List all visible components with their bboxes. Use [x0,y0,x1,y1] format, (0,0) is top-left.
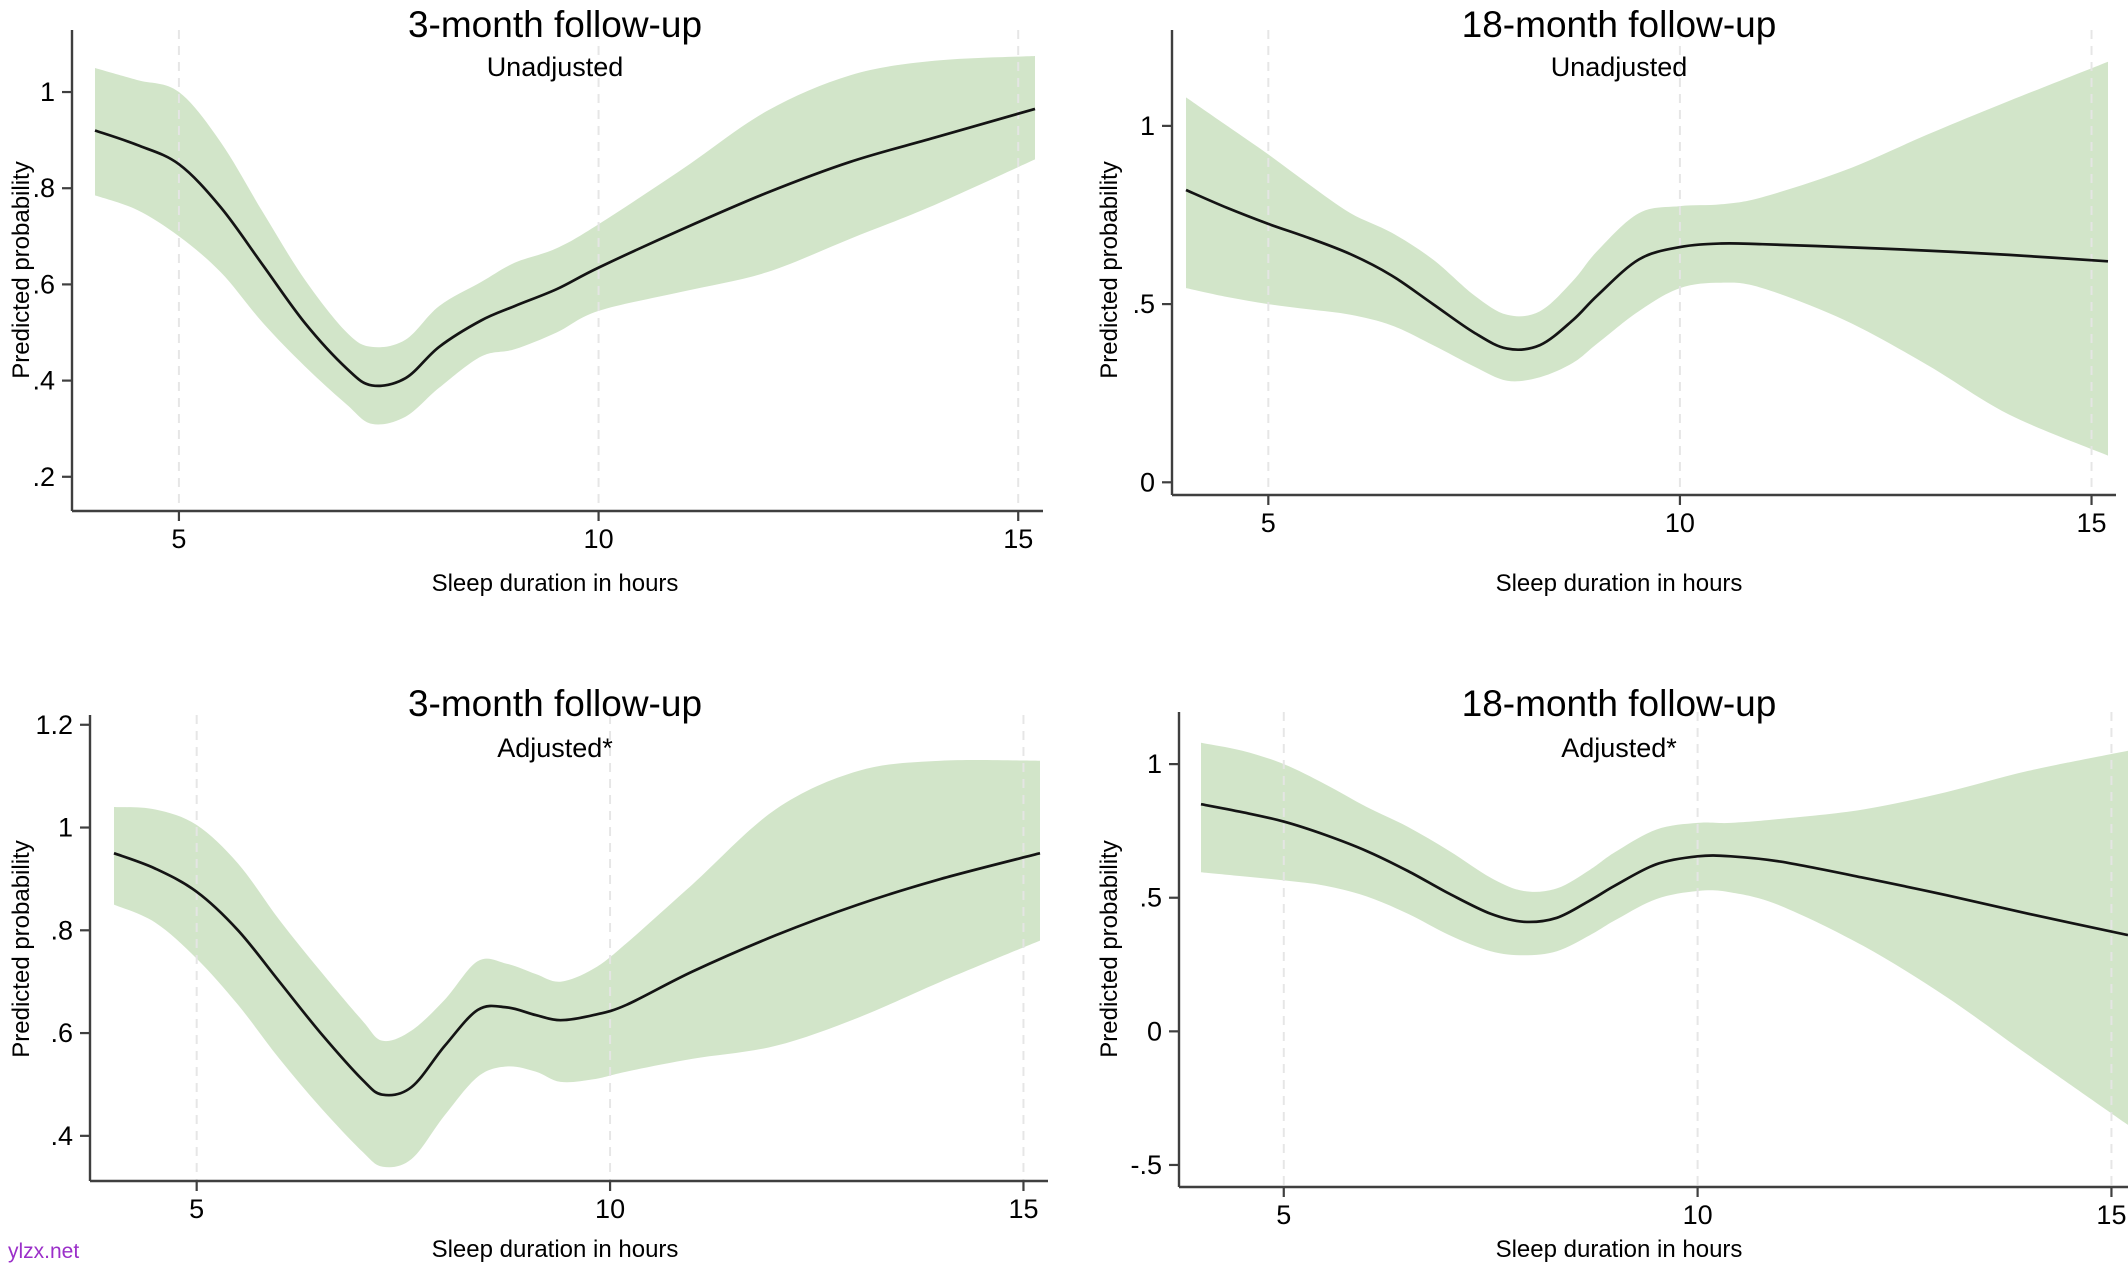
y-tick-label-.6: .6 [32,269,55,299]
mean-curve [94,107,1036,388]
y-tick-label--.5: -.5 [1130,1150,1162,1180]
y-tick-label-.8: .8 [32,173,55,203]
x-tick-label-15: 15 [1008,1194,1038,1224]
x-tick-label-10: 10 [1683,1200,1713,1230]
x-tick-label-10: 10 [595,1194,625,1224]
y-tick-label-0: 0 [1147,1016,1162,1046]
panel-18month-adjusted: -.5 0.5 1 5 10 15 18-month follow-up Adjusted… [1064,637,2128,1275]
x-tick-label-5: 5 [1261,508,1276,538]
panel-3month-unadjusted: .2.4.6.8 1 5 10 15 3-month follow-up Unadjus… [0,0,1064,637]
chart-canvas: .4 .6 .8 1 1.2 5 10 15 [35,710,1048,1224]
x-tick-label-15: 15 [1003,524,1033,554]
x-axis-label: Sleep duration in hours [431,570,679,597]
y-axis-label: Predicted probability [8,161,35,379]
panel-title: 3-month follow-up [407,4,703,45]
y-axis-label: Predicted probability [1096,161,1123,379]
y-tick-label-1: 1 [1147,749,1162,779]
x-tick-label-10: 10 [1665,508,1695,538]
y-tick-label-.6: .6 [50,1018,73,1048]
x-tick-label-15: 15 [2096,1200,2126,1230]
y-tick-label-.4: .4 [32,366,55,396]
watermark: ylzx.net [8,1240,80,1263]
panel-subtitle: Adjusted* [497,733,613,763]
x-axis-label: Sleep duration in hours [1495,570,1743,597]
x-tick-label-5: 5 [189,1194,204,1224]
y-tick-label-1.2: 1.2 [35,710,73,740]
panel-subtitle: Unadjusted [1550,52,1688,82]
confidence-band [114,759,1040,1168]
mean-curve [1185,188,2109,352]
y-tick-label-.2: .2 [32,462,55,492]
y-tick-label-1: 1 [58,813,73,843]
mean-curve [113,851,1041,1097]
y-tick-label-.8: .8 [50,915,73,945]
mean-curve [1200,802,2128,937]
chart-canvas: 0.515 10 15 [1132,30,2116,538]
panel-3month-adjusted: .4 .6 .8 1 1.2 5 10 15 3-month follow-up Adjust… [0,637,1064,1275]
x-tick-label-5: 5 [171,524,186,554]
y-tick-label-1: 1 [40,77,55,107]
panel-subtitle: Unadjusted [486,52,624,82]
panel-title: 3-month follow-up [407,683,703,724]
y-tick-label-1: 1 [1140,111,1155,141]
x-axis-label: Sleep duration in hours [431,1236,679,1263]
panel-subtitle: Adjusted* [1561,733,1677,763]
y-axis-label: Predicted probability [8,840,35,1058]
chart-canvas: -.50.515 10 15 [1130,712,2128,1230]
x-tick-label-15: 15 [2077,508,2107,538]
y-tick-label-.5: .5 [1139,883,1162,913]
y-tick-label-.4: .4 [50,1121,73,1151]
y-axis-label: Predicted probability [1096,840,1123,1058]
x-tick-label-5: 5 [1276,1200,1291,1230]
x-axis-label: Sleep duration in hours [1495,1236,1743,1263]
panel-title: 18-month follow-up [1461,4,1777,45]
chart-canvas: .2.4.6.815 10 15 [32,30,1043,554]
y-tick-label-0: 0 [1140,467,1155,497]
confidence-band [1186,61,2108,456]
panel-title: 18-month follow-up [1461,683,1777,724]
confidence-band [95,56,1035,425]
y-tick-label-.5: .5 [1132,289,1155,319]
x-tick-label-10: 10 [584,524,614,554]
confidence-band [1201,742,2128,1125]
panel-18month-unadjusted: 0.5 1 5 10 15 18-month follow-up Unadjusted … [1064,0,2128,637]
